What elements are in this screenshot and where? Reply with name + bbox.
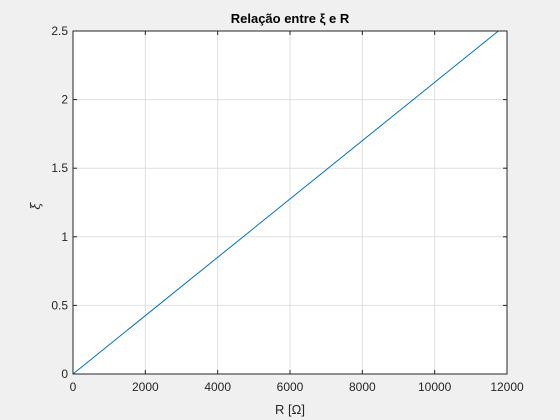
x-tick-label: 2000 bbox=[132, 380, 159, 394]
series-line bbox=[72, 30, 499, 375]
x-tick-label: 6000 bbox=[277, 380, 304, 394]
x-tick-label: 10000 bbox=[418, 380, 452, 394]
x-tick-label: 4000 bbox=[204, 380, 231, 394]
y-tick-label: 2 bbox=[61, 93, 68, 107]
x-tick-label: 8000 bbox=[349, 380, 376, 394]
x-tick-labels: 0 2000 4000 6000 8000 10000 12000 bbox=[70, 380, 524, 394]
y-tick-label: 0 bbox=[61, 367, 68, 381]
y-tick-label: 0.5 bbox=[51, 298, 68, 312]
y-axis-label: ξ bbox=[29, 202, 44, 210]
x-tick-label: 12000 bbox=[490, 380, 524, 394]
x-axis-label: R [Ω] bbox=[275, 402, 305, 417]
y-tick-label: 2.5 bbox=[51, 24, 68, 38]
data-series bbox=[72, 30, 499, 375]
y-tick-label: 1 bbox=[61, 230, 68, 244]
x-tick-label: 0 bbox=[70, 380, 77, 394]
y-tick-label: 1.5 bbox=[51, 161, 68, 175]
chart-title: Relação entre ξ e R bbox=[231, 11, 350, 26]
tick-marks bbox=[72, 30, 508, 375]
y-tick-labels: 0 0.5 1 1.5 2 2.5 bbox=[51, 24, 68, 381]
